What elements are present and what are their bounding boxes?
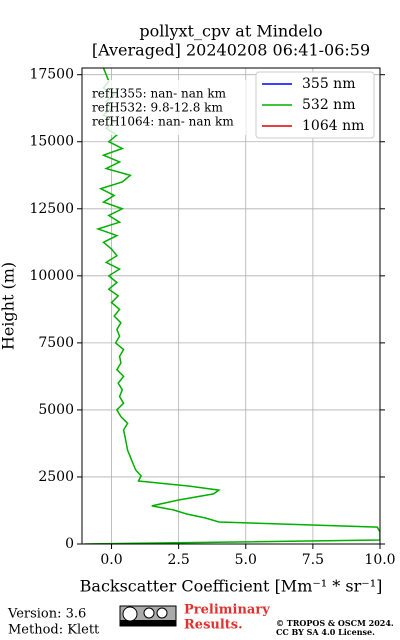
plot-frame: [81, 67, 381, 545]
y-tick-label: 12500: [29, 201, 74, 217]
x-tick-label: 10.0: [364, 552, 395, 568]
annotation: refH532: 9.8-12.8 km: [92, 101, 223, 115]
legend-label: 532 nm: [302, 97, 355, 113]
method: Method: Klett: [8, 623, 100, 638]
version: Version: 3.6: [7, 607, 86, 622]
legend-box: [255, 71, 375, 139]
copyright: © TROPOS & OSCM 2024.: [276, 618, 394, 628]
y-tick-label: 10000: [29, 268, 74, 284]
notice: Results.: [184, 618, 243, 633]
x-tick-label: 5.0: [235, 552, 257, 568]
x-tick-label: 7.5: [302, 552, 324, 568]
x-tick-label: 0.0: [100, 552, 122, 568]
chart-title: pollyxt_cpv at Mindelo: [139, 22, 322, 41]
x-tick-label: 2.5: [168, 552, 190, 568]
plot-lines: [84, 68, 380, 544]
annotation: refH1064: nan- nan km: [92, 115, 234, 129]
y-tick-label: 17500: [29, 67, 74, 83]
notice: Preliminary: [184, 603, 270, 618]
x-axis-label: Backscatter Coefficient [Mm⁻¹ * sr⁻¹]: [80, 577, 383, 596]
data-line: [84, 68, 380, 544]
license-badge: [119, 605, 177, 627]
annotation: refH355: nan- nan km: [92, 87, 227, 101]
chart-subtitle: [Averaged] 20240208 06:41-06:59: [92, 41, 370, 60]
y-tick-label: 5000: [38, 402, 74, 418]
legend-label: 355 nm: [302, 76, 355, 92]
y-tick-label: 15000: [29, 134, 74, 150]
y-tick-label: 7500: [38, 335, 74, 351]
copyright: CC BY SA 4.0 License.: [276, 627, 375, 637]
y-tick-label: 2500: [38, 469, 74, 485]
annotation-box: [88, 80, 246, 135]
y-axis-label: Height (m): [0, 262, 18, 350]
legend-label: 1064 nm: [302, 118, 364, 134]
y-tick-label: 0: [65, 536, 74, 552]
